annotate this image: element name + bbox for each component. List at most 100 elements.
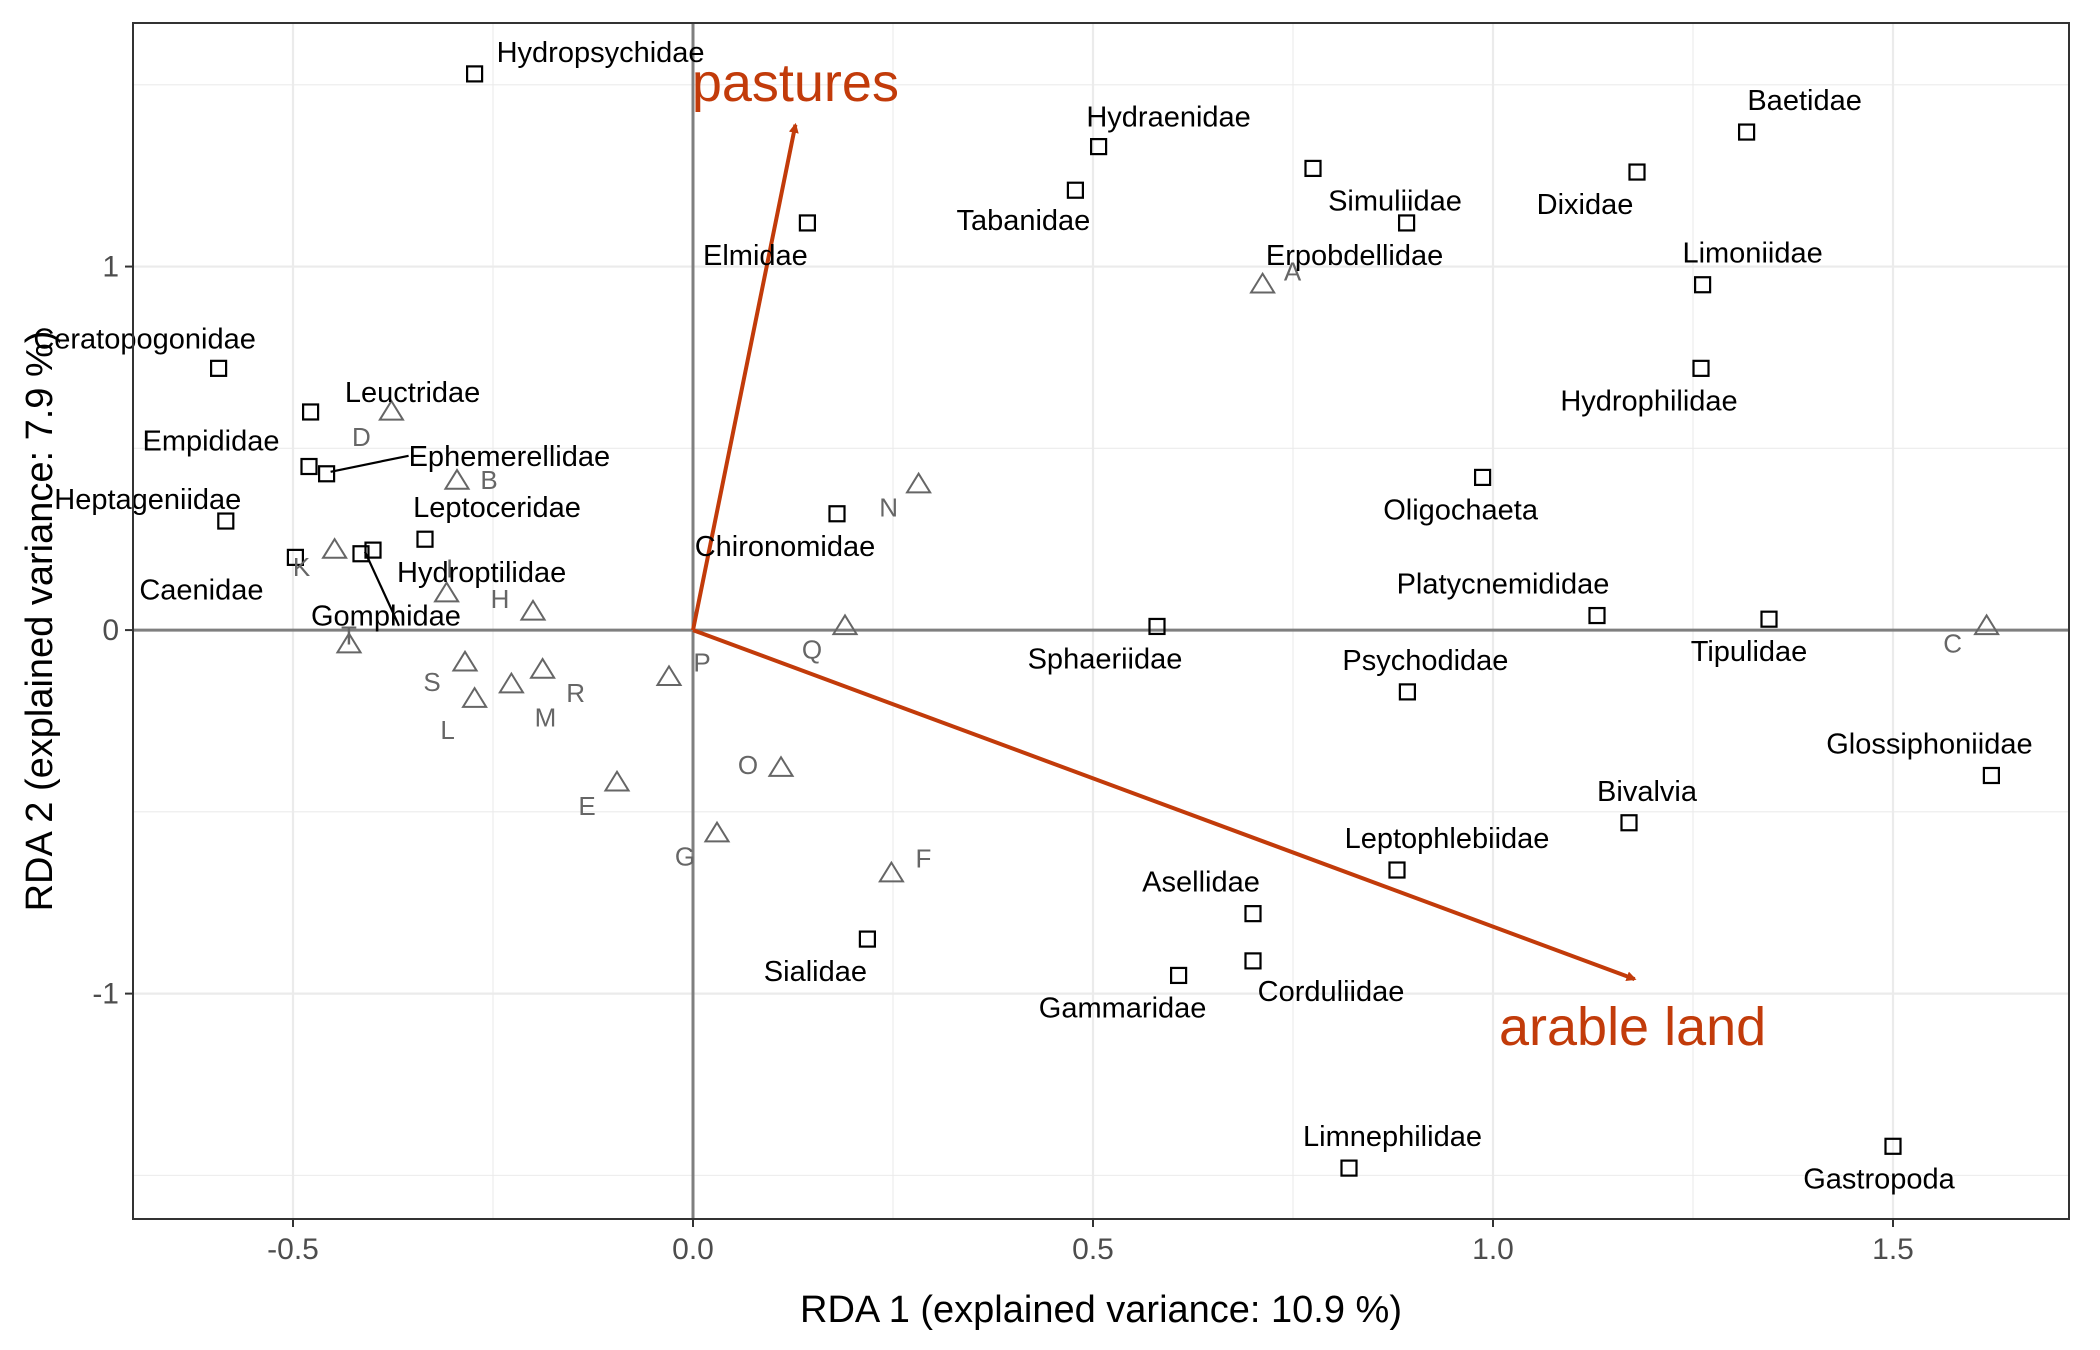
taxon-point — [416, 530, 434, 548]
taxon-point — [1588, 606, 1606, 625]
taxon-label: Erpobdellidae — [1266, 240, 1443, 272]
taxon-point — [1982, 766, 2001, 785]
taxon-label: Limnephilidae — [1303, 1121, 1482, 1153]
taxon-point — [352, 545, 370, 563]
site-label: P — [693, 647, 710, 677]
taxon-label: Hydropsychidae — [497, 37, 705, 69]
taxon-label: Chironomidae — [695, 531, 876, 563]
taxon-point — [1066, 181, 1085, 199]
site-point — [378, 399, 405, 421]
site-point — [321, 537, 348, 559]
site-point — [831, 613, 859, 636]
taxon-point — [1169, 966, 1188, 985]
taxon-label: Dixidae — [1537, 189, 1634, 221]
label-leader-line — [330, 454, 409, 473]
arrow-label-pastures: pastures — [692, 53, 899, 113]
taxon-point — [217, 512, 235, 530]
site-label: O — [738, 750, 758, 780]
y-axis-title: RDA 2 (explained variance: 7.9 %) — [19, 331, 61, 912]
site-label: Q — [802, 634, 822, 664]
taxon-label: Leuctridae — [345, 377, 480, 409]
site-point — [1973, 613, 2000, 636]
taxon-label: Oligochaeta — [1383, 494, 1539, 526]
site-point — [878, 860, 905, 883]
taxon-point — [1884, 1137, 1902, 1155]
taxon-label: Ephemerellidae — [409, 441, 611, 473]
x-tick-label: 1.5 — [1872, 1233, 1914, 1266]
taxon-label: Tipulidae — [1691, 636, 1808, 668]
taxon-label: Leptophlebiidae — [1345, 823, 1550, 855]
taxon-point — [1737, 123, 1756, 141]
taxon-label: Hydrophilidae — [1560, 385, 1737, 417]
site-points — [321, 271, 2000, 883]
taxon-point — [858, 930, 877, 948]
taxon-point — [1388, 861, 1406, 879]
site-point — [519, 599, 547, 621]
taxon-label: Leptoceridae — [413, 492, 581, 524]
taxon-label: Simuliidae — [1328, 185, 1462, 217]
label-leader-line — [364, 551, 400, 627]
site-point — [451, 649, 479, 672]
y-tick-label: -1 — [92, 978, 119, 1011]
taxon-label: Tabanidae — [956, 205, 1090, 237]
axis-ticks: -0.5 0.0 0.5 1.0 1.5 -1 0 1 — [92, 251, 1914, 1266]
y-tick-label: 0 — [102, 614, 119, 647]
y-tick-label: 1 — [102, 251, 119, 284]
site-point — [655, 664, 683, 687]
site-point — [529, 657, 556, 679]
taxon-label: Hydraenidae — [1086, 102, 1250, 134]
site-label: K — [293, 552, 311, 582]
x-tick-label: 0.5 — [1072, 1233, 1114, 1266]
site-label: F — [915, 844, 931, 874]
taxon-label: Gomphidae — [311, 601, 461, 633]
taxon-point — [1304, 159, 1322, 178]
taxon-label: Bivalvia — [1597, 776, 1698, 808]
taxon-label: Corduliidae — [1258, 976, 1405, 1008]
site-point — [905, 471, 932, 494]
taxon-point — [1089, 137, 1108, 156]
site-label: E — [578, 791, 595, 821]
taxon-point — [286, 548, 304, 566]
taxon-label: Heptageniidae — [54, 484, 241, 516]
taxon-point — [318, 465, 336, 483]
taxon-point — [1620, 814, 1638, 832]
taxon-point — [466, 65, 484, 83]
environmental-vectors: pastures arable land — [691, 53, 1766, 1057]
site-point — [703, 820, 731, 843]
taxon-label: Gastropoda — [1803, 1163, 1955, 1195]
taxon-point — [1397, 214, 1416, 232]
arrow-arable-land — [692, 628, 1637, 981]
taxon-point — [1398, 683, 1417, 701]
site-point — [1249, 271, 1276, 294]
site-label: T — [341, 621, 357, 651]
taxon-point — [302, 403, 320, 421]
taxon-point — [1244, 905, 1262, 923]
site-label: I — [446, 554, 453, 584]
plot-panel-border — [132, 22, 2070, 1220]
x-tick-label: 0.0 — [672, 1233, 714, 1266]
taxon-point — [798, 214, 817, 232]
taxon-label: Psychodidae — [1342, 645, 1508, 677]
x-tick-label: 1.0 — [1472, 1233, 1514, 1266]
site-label: R — [566, 678, 585, 708]
taxon-label: Elmidae — [703, 240, 808, 272]
taxon-point — [1693, 276, 1712, 294]
x-tick-label: -0.5 — [267, 1233, 319, 1266]
arrow-pastures — [691, 122, 799, 631]
site-point — [461, 686, 488, 708]
site-label: N — [879, 493, 898, 523]
taxon-point — [1340, 1159, 1358, 1177]
taxon-label: Sialidae — [764, 956, 867, 988]
taxon-point — [1628, 163, 1646, 181]
taxon-point — [1473, 468, 1492, 487]
site-point — [443, 468, 471, 490]
taxon-label: Baetidae — [1747, 85, 1862, 117]
taxon-label: Ceratopogonidae — [33, 323, 256, 355]
taxon-point — [364, 541, 382, 559]
site-label: H — [491, 584, 510, 614]
site-label: A — [1284, 257, 1302, 287]
taxon-label: Hydroptilidae — [397, 557, 566, 589]
taxon-label: Platycnemididae — [1397, 569, 1610, 601]
taxon-point — [1692, 359, 1710, 377]
